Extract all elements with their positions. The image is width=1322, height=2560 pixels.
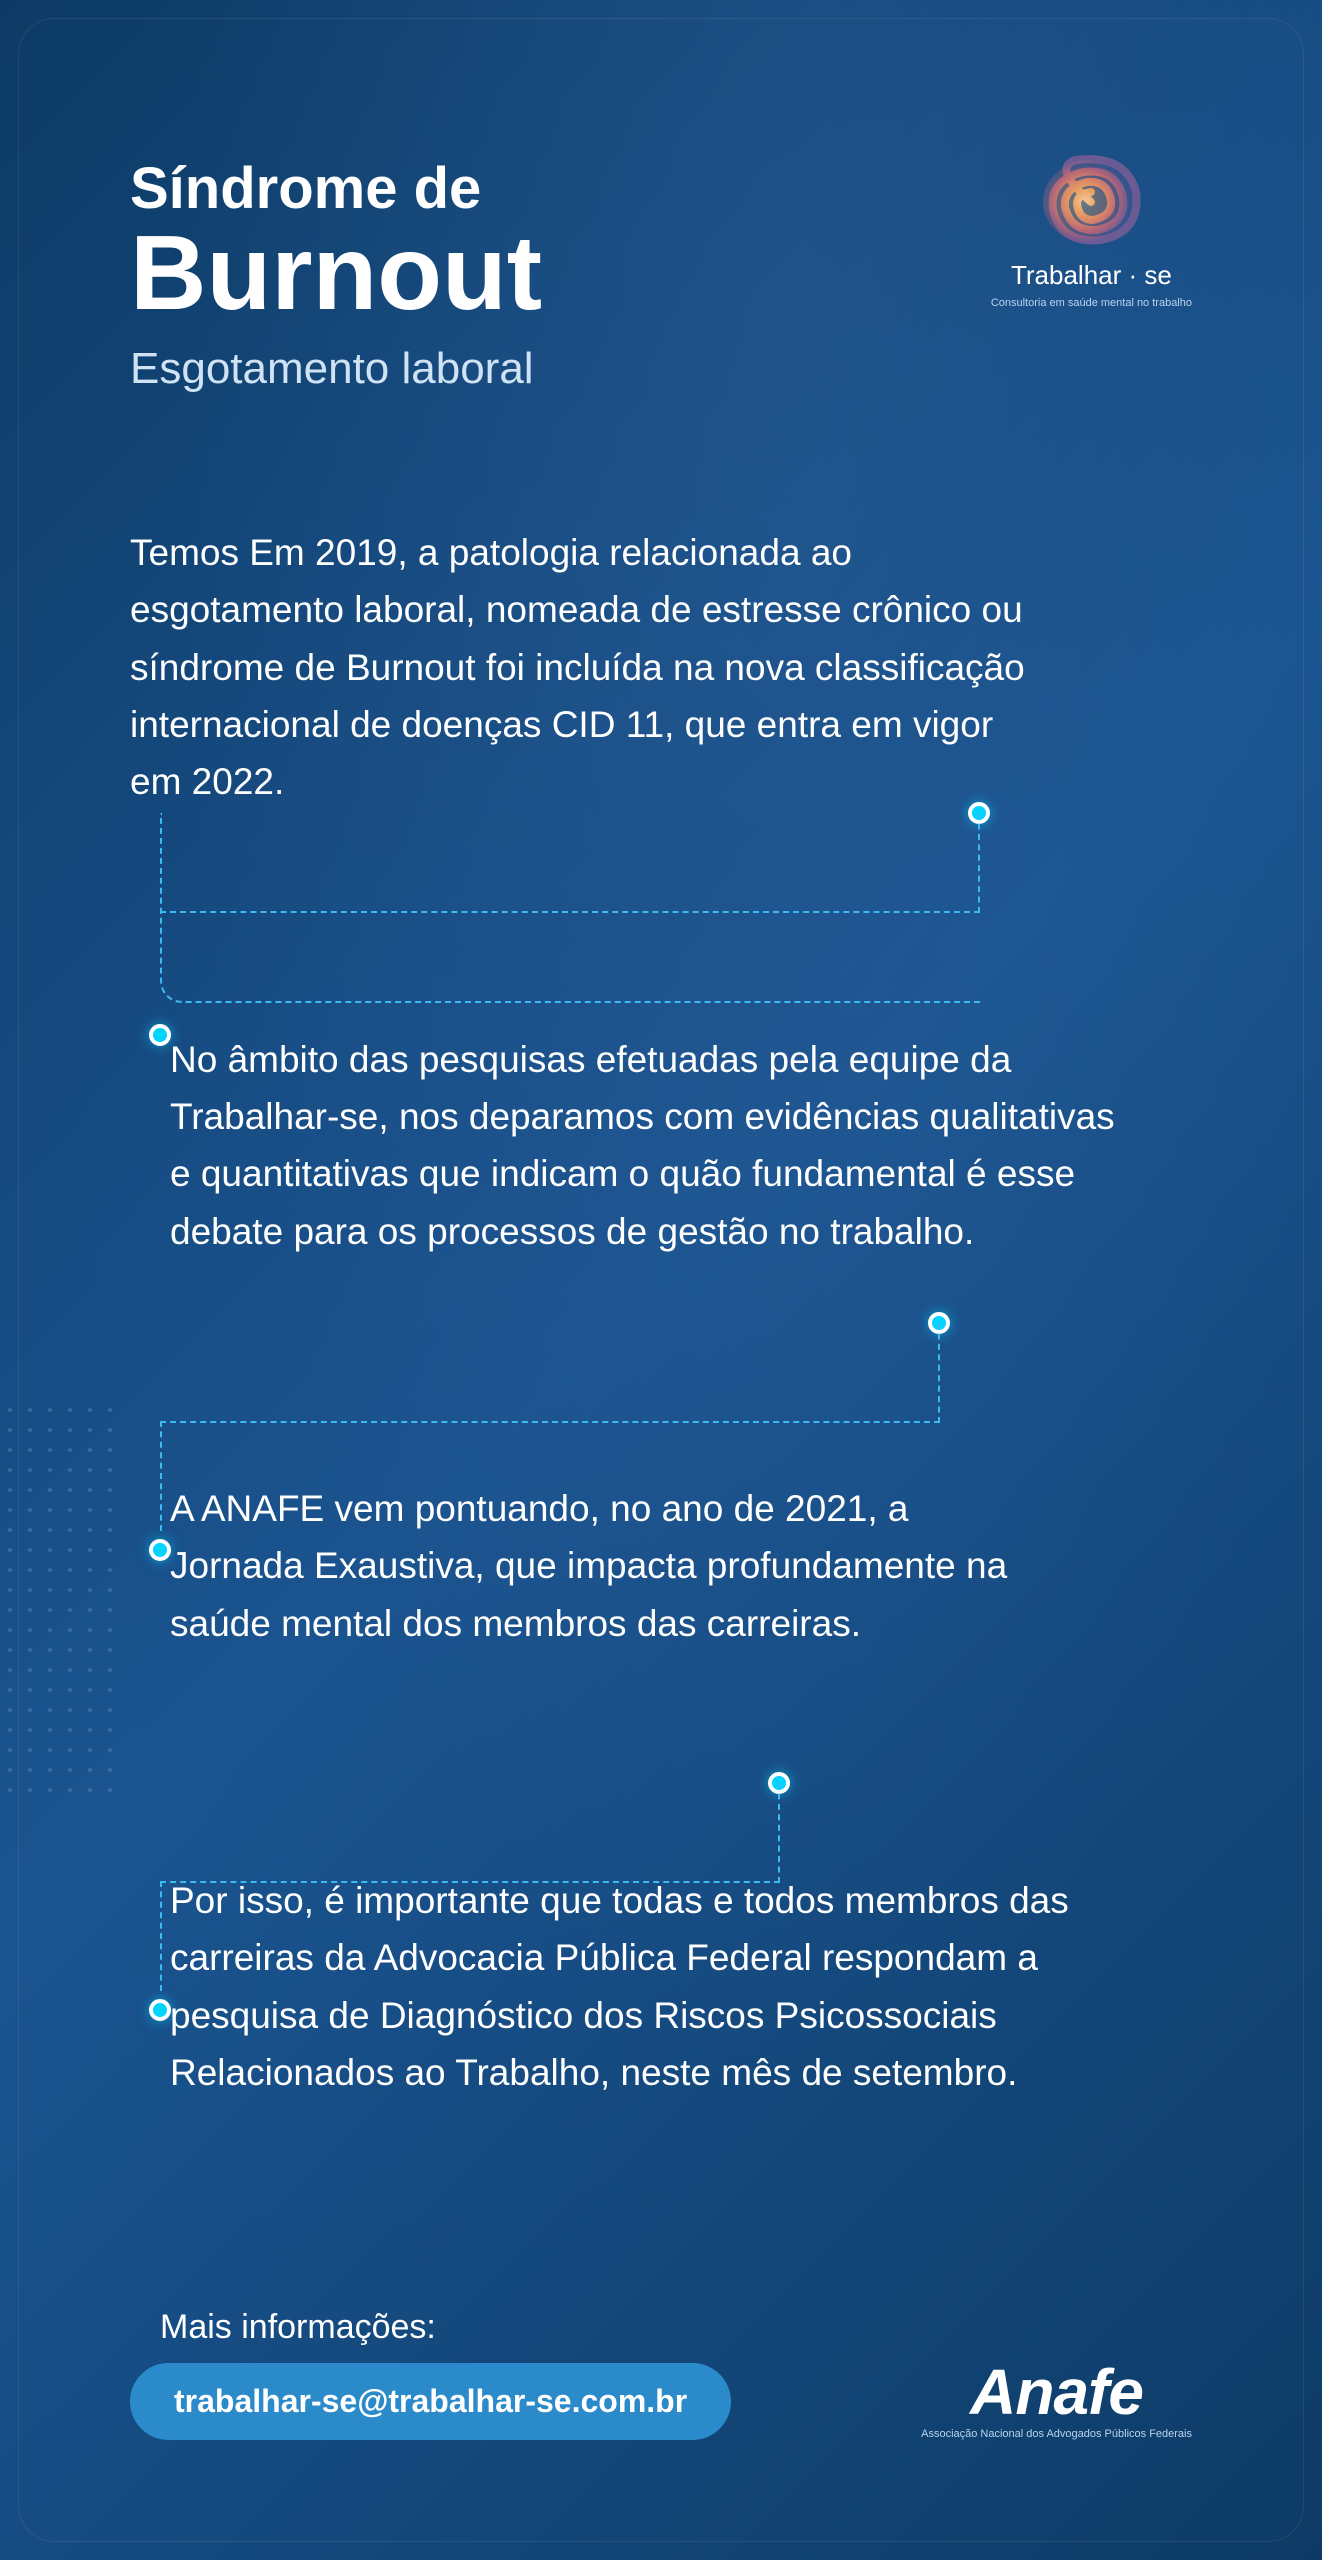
contact-block: Mais informações: trabalhar-se@trabalhar… (130, 2308, 731, 2440)
connector-node (149, 1999, 171, 2021)
subtitle: Esgotamento laboral (130, 344, 542, 394)
paragraph-1: Temos Em 2019, a patologia relacionada a… (130, 524, 1050, 811)
connector-node (149, 1539, 171, 1561)
header: Síndrome de Burnout Esgotamento laboral (130, 160, 1192, 394)
connector-line (160, 1421, 940, 1423)
anafe-logo-tagline: Associação Nacional dos Advogados Públic… (921, 2428, 1192, 2440)
paragraph-2: No âmbito das pesquisas efetuadas pela e… (170, 1031, 1130, 1260)
title-line-1: Síndrome de (130, 160, 542, 218)
shell-icon (1021, 150, 1161, 250)
more-info-label: Mais informações: (160, 2308, 731, 2347)
anafe-logo: Anafe Associação Nacional dos Advogados … (921, 2360, 1192, 2440)
title-line-2: Burnout (130, 220, 542, 326)
trabalhar-se-logo-text: Trabalhar · se (1011, 260, 1172, 291)
connector-node (768, 1772, 790, 1794)
paragraph-3: A ANAFE vem pontuando, no ano de 2021, a… (170, 1480, 1030, 1652)
title-block: Síndrome de Burnout Esgotamento laboral (130, 160, 542, 394)
main-container: Síndrome de Burnout Esgotamento laboral (0, 0, 1322, 2560)
connector-node (149, 1024, 171, 1046)
connector-line (938, 1323, 940, 1423)
connector-line (160, 1421, 162, 1531)
trabalhar-se-logo: Trabalhar · se Consultoria em saúde ment… (991, 150, 1192, 309)
content-area: Temos Em 2019, a patologia relacionada a… (130, 524, 1192, 2188)
connector-line (160, 1881, 162, 1991)
connector-node (928, 1312, 950, 1334)
connector-line (978, 813, 980, 913)
anafe-logo-text: Anafe (970, 2360, 1143, 2424)
connector-line (160, 813, 980, 1003)
trabalhar-se-logo-tagline: Consultoria em saúde mental no trabalho (991, 297, 1192, 309)
paragraph-4: Por isso, é importante que todas e todos… (170, 1872, 1130, 2101)
connector-node (968, 802, 990, 824)
connector-line (160, 911, 980, 913)
footer: Mais informações: trabalhar-se@trabalhar… (130, 2308, 1192, 2440)
connector-line (778, 1783, 780, 1883)
email-pill: trabalhar-se@trabalhar-se.com.br (130, 2363, 731, 2440)
